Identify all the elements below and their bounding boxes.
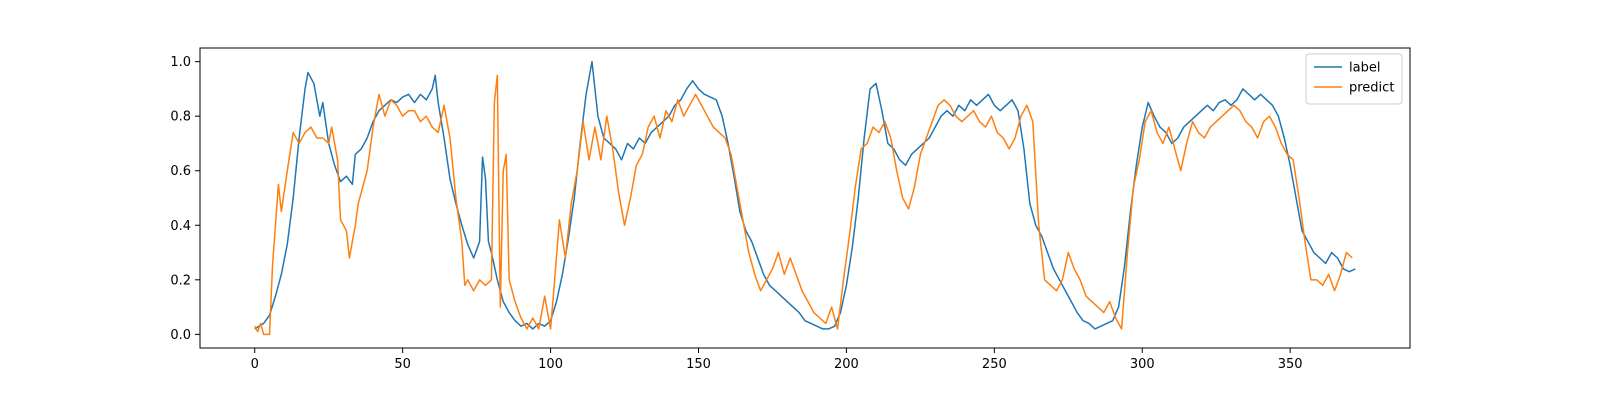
y-tick-label: 1.0 — [170, 55, 191, 70]
legend-label-predict: predict — [1349, 81, 1394, 96]
y-tick-label: 0.4 — [170, 219, 191, 234]
x-tick-label: 50 — [394, 357, 411, 372]
legend-label-label: label — [1349, 61, 1380, 76]
x-tick-label: 250 — [982, 357, 1007, 372]
y-axis: 0.0 0.2 0.4 0.6 0.8 1.0 — [170, 55, 200, 343]
x-axis: 0 50 100 150 200 250 300 350 — [251, 348, 1303, 372]
y-tick-label: 0.0 — [170, 328, 191, 343]
series-layer — [254, 60, 1356, 336]
y-tick-label: 0.6 — [170, 164, 191, 179]
series-line-predict — [254, 74, 1353, 336]
x-tick-label: 100 — [538, 357, 563, 372]
legend: label predict — [1305, 53, 1403, 105]
x-tick-label: 200 — [834, 357, 859, 372]
y-tick-label: 0.2 — [170, 273, 191, 288]
plot-frame — [199, 47, 1411, 349]
x-tick-label: 0 — [251, 357, 259, 372]
x-tick-label: 350 — [1278, 357, 1303, 372]
series-line-label — [254, 60, 1356, 330]
y-tick-label: 0.8 — [170, 110, 191, 125]
x-tick-label: 300 — [1130, 357, 1155, 372]
x-tick-label: 150 — [686, 357, 711, 372]
